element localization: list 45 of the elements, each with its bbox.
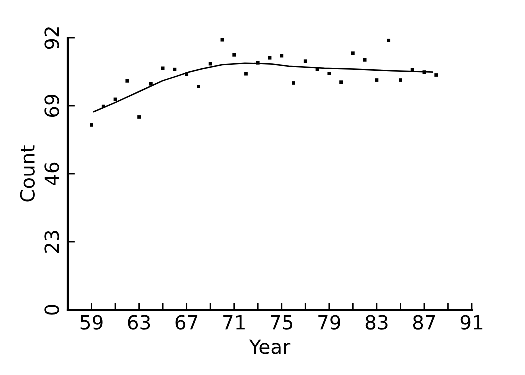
x-axis-title: Year [249,340,291,354]
point [304,60,308,64]
point [220,38,224,42]
x-tick-label: 67 [176,315,198,330]
line-series [93,62,434,113]
point [173,68,177,72]
point [185,72,189,76]
point [410,68,414,72]
point [268,56,272,60]
x-tick-label: 59 [80,315,103,330]
point [161,66,165,70]
x-tick-label: 83 [366,315,388,330]
point [363,58,367,62]
point [280,54,284,58]
y-tick-label: 69 [44,94,60,118]
y-axis-title: Count [20,146,35,202]
x-tick-label: 63 [128,315,150,330]
point [138,116,141,119]
x-tick-label: 91 [460,315,483,330]
point [126,79,130,83]
point [208,62,212,66]
point [90,124,94,127]
x-tick-label: 79 [318,315,340,330]
y-tick-label: 46 [44,162,60,186]
point [387,38,391,42]
point [292,82,296,85]
point [351,52,355,56]
point [149,82,153,86]
point [232,53,236,57]
point [340,80,343,84]
y-tick-label: 0 [44,305,60,315]
point [328,72,332,76]
x-tick-label: 71 [224,315,245,330]
point [434,74,438,77]
y-tick-label: 92 [44,28,60,50]
point [375,78,379,82]
y-tick-label: 23 [44,231,60,253]
point [422,70,426,74]
x-tick-label: 87 [413,315,436,330]
point [102,104,106,108]
x-tick-label: 75 [271,315,293,330]
point [197,85,200,88]
point [256,61,260,65]
point [244,72,248,76]
point [399,78,402,82]
